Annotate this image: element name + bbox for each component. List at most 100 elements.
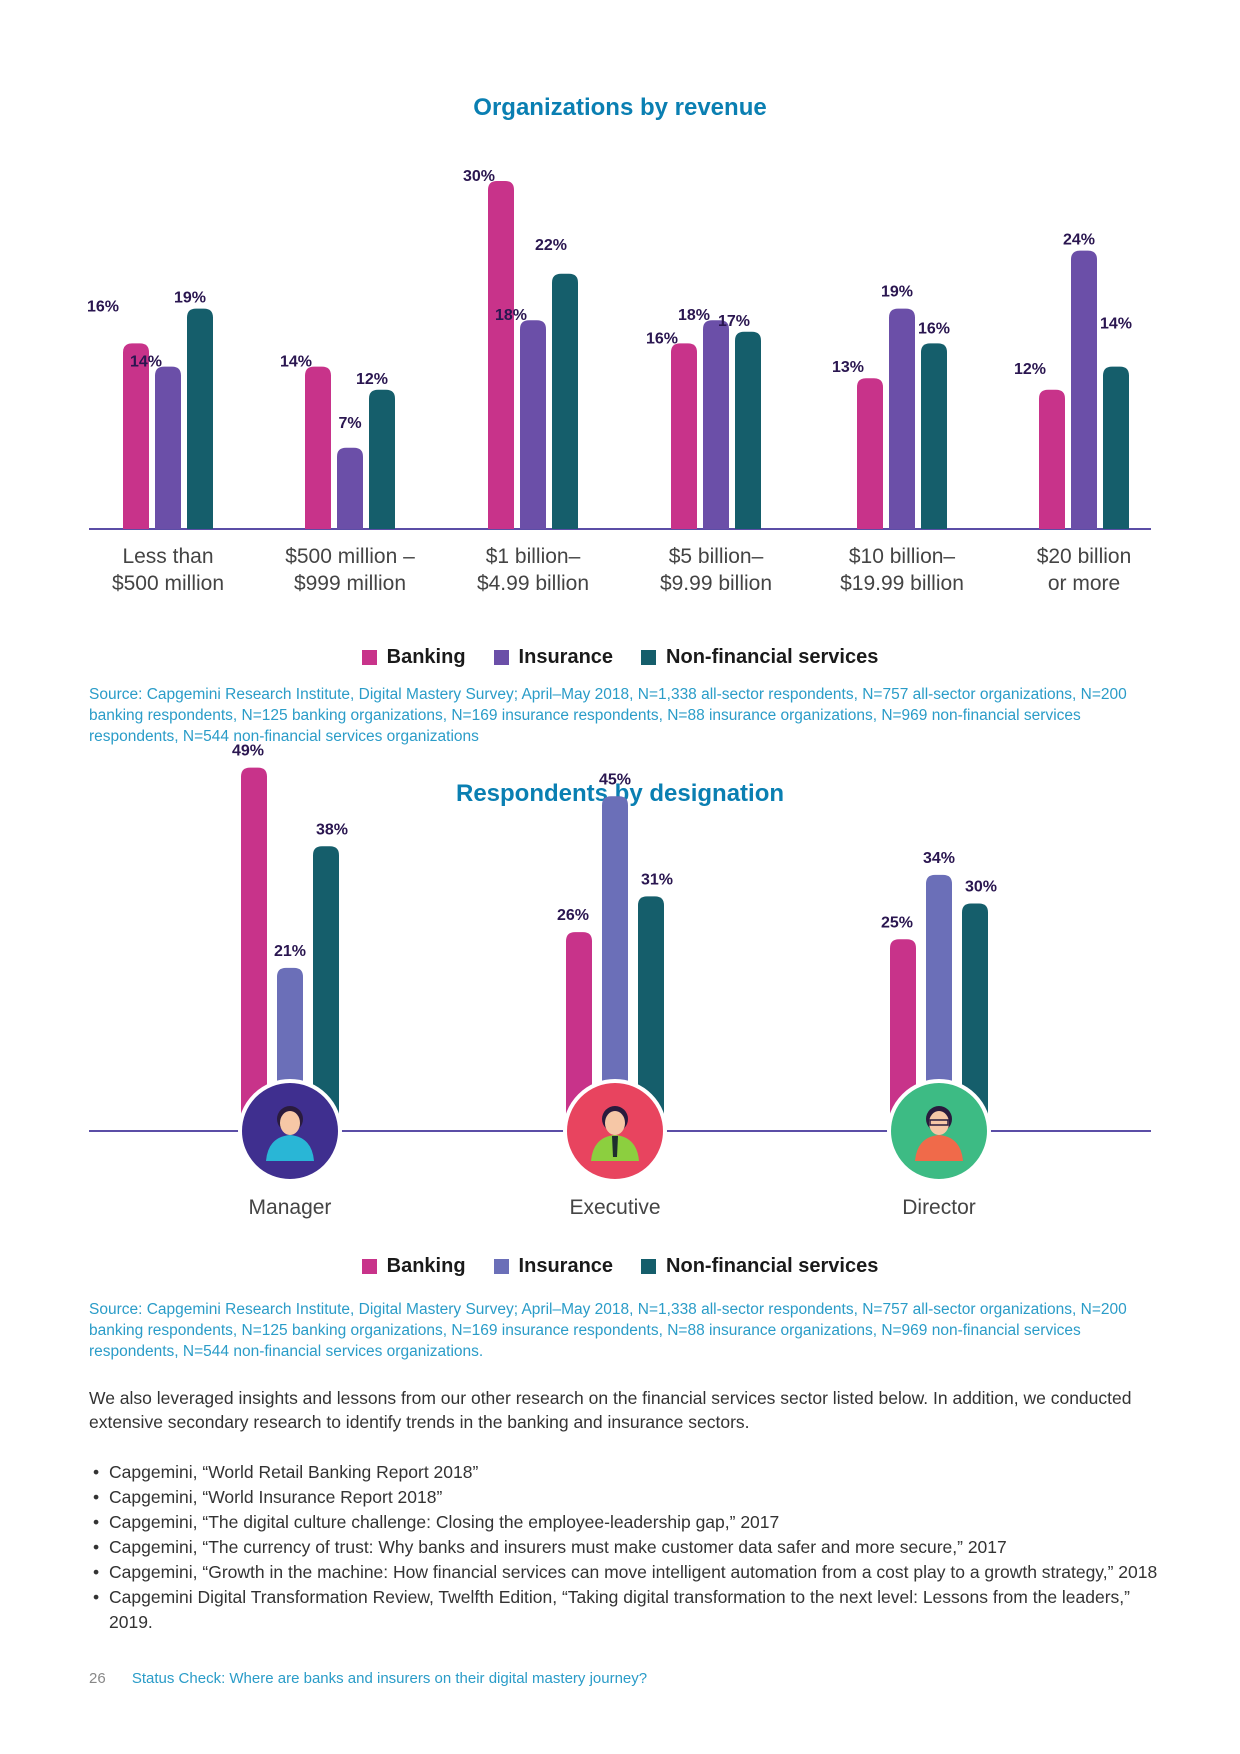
legend2-insurance-swatch xyxy=(493,1259,509,1274)
bar-nonfin xyxy=(369,389,395,529)
bar-value-label: 12% xyxy=(356,371,388,388)
bar-banking xyxy=(1039,389,1065,529)
category-label: $19.99 billion xyxy=(840,572,964,595)
avatar-body xyxy=(915,1135,963,1161)
bar-value-label: 19% xyxy=(174,290,206,307)
bar-insurance xyxy=(703,320,729,529)
executive-avatar-icon xyxy=(563,1079,667,1183)
reference-item: Capgemini, “Growth in the machine: How f… xyxy=(89,1560,1169,1585)
legend-insurance-swatch xyxy=(493,650,509,665)
legend2-banking: Banking xyxy=(361,1255,466,1278)
manager-avatar-icon xyxy=(238,1079,342,1183)
bar-value-label: 12% xyxy=(1014,361,1046,378)
bar-value-label: 38% xyxy=(316,821,348,838)
bar-value-label: 16% xyxy=(87,298,119,315)
legend-banking-swatch xyxy=(361,650,377,665)
bar-value-label: 19% xyxy=(881,284,913,301)
category-label: $500 million xyxy=(112,572,224,595)
legend-insurance: Insurance xyxy=(493,646,614,669)
bar-nonfin xyxy=(313,846,339,1118)
bar-insurance xyxy=(337,447,363,529)
category-label: $5 billion– xyxy=(669,545,764,568)
avatar-face xyxy=(280,1111,300,1135)
reference-item: Capgemini Digital Transformation Review,… xyxy=(89,1585,1169,1635)
category-label: $500 million – xyxy=(285,545,415,568)
legend2-nonfin-swatch xyxy=(641,1259,657,1274)
category-label: Executive xyxy=(569,1196,660,1219)
category-label: Less than xyxy=(122,545,213,568)
bar-value-label: 16% xyxy=(646,330,678,347)
bar-insurance xyxy=(1071,250,1097,529)
bar-value-label: 31% xyxy=(641,871,673,888)
category-label: Director xyxy=(902,1196,976,1219)
bar-insurance xyxy=(602,796,628,1118)
category-label: or more xyxy=(1048,572,1120,595)
category-label: $4.99 billion xyxy=(477,572,589,595)
bar-value-label: 24% xyxy=(1063,232,1095,249)
avatar-tie xyxy=(612,1136,618,1157)
legend2-banking-swatch xyxy=(361,1259,377,1274)
reference-item: Capgemini, “World Insurance Report 2018” xyxy=(89,1485,1169,1510)
legend2-insurance-label: Insurance xyxy=(518,1255,614,1277)
avatar-body xyxy=(266,1135,314,1161)
reference-item: Capgemini, “The currency of trust: Why b… xyxy=(89,1535,1169,1560)
bar-banking xyxy=(488,181,514,529)
intro-paragraph: We also leveraged insights and lessons f… xyxy=(89,1388,1132,1432)
avatar-face xyxy=(605,1111,625,1135)
avatar-face xyxy=(929,1111,949,1135)
bar-value-label: 49% xyxy=(232,743,264,760)
bar-value-label: 17% xyxy=(718,313,750,330)
bar-banking xyxy=(241,767,267,1118)
bar-value-label: 18% xyxy=(678,307,710,324)
chart2-legend: Banking Insurance Non-financial services xyxy=(0,1255,1240,1278)
bar-value-label: 7% xyxy=(338,415,361,432)
bar-value-label: 34% xyxy=(923,850,955,867)
page-number: 26 xyxy=(89,1670,106,1687)
bar-nonfin xyxy=(735,331,761,529)
legend2-banking-label: Banking xyxy=(386,1255,466,1277)
bar-value-label: 21% xyxy=(274,943,306,960)
bar-nonfin xyxy=(921,343,947,529)
bar-banking xyxy=(305,366,331,529)
category-label: $999 million xyxy=(294,572,406,595)
bar-value-label: 26% xyxy=(557,907,589,924)
bar-nonfin xyxy=(187,308,213,529)
legend-nonfin-label: Non-financial services xyxy=(666,646,879,668)
bar-insurance xyxy=(889,308,915,529)
bar-value-label: 30% xyxy=(463,168,495,185)
legend2-nonfin: Non-financial services xyxy=(641,1255,878,1278)
bar-value-label: 14% xyxy=(280,354,312,371)
legend2-nonfin-label: Non-financial services xyxy=(666,1255,879,1277)
legend-nonfin: Non-financial services xyxy=(641,646,878,669)
bar-banking xyxy=(123,343,149,529)
bar-value-label: 14% xyxy=(130,354,162,371)
bar-value-label: 25% xyxy=(881,914,913,931)
bar-value-label: 45% xyxy=(599,771,631,788)
bar-value-label: 13% xyxy=(832,359,864,376)
reference-item: Capgemini, “World Retail Banking Report … xyxy=(89,1460,1169,1485)
bar-nonfin xyxy=(962,903,988,1118)
legend-banking: Banking xyxy=(361,646,466,669)
bar-banking xyxy=(890,939,916,1118)
bar-insurance xyxy=(926,874,952,1118)
category-label: $9.99 billion xyxy=(660,572,772,595)
bar-nonfin xyxy=(552,273,578,529)
bar-banking xyxy=(857,378,883,529)
footer-title: Status Check: Where are banks and insure… xyxy=(131,1670,648,1687)
category-label: $1 billion– xyxy=(486,545,581,568)
chart1-title: Organizations by revenue xyxy=(473,94,767,121)
avatar-glasses xyxy=(929,1119,949,1126)
category-label: $10 billion– xyxy=(849,545,956,568)
reference-list: Capgemini, “World Retail Banking Report … xyxy=(89,1460,1169,1635)
chart1-legend: Banking Insurance Non-financial services xyxy=(0,646,1240,669)
bar-value-label: 14% xyxy=(1100,316,1132,333)
director-avatar-icon xyxy=(887,1079,991,1183)
legend-insurance-label: Insurance xyxy=(518,646,614,668)
designation-chart: 49% 21% 38% Manager 26% 45% 31% Executive 25% 34%… xyxy=(89,743,1151,1219)
bar-value-label: 16% xyxy=(918,320,950,337)
bar-value-label: 30% xyxy=(965,879,997,896)
bar-banking xyxy=(566,932,592,1118)
bar-insurance xyxy=(155,366,181,529)
page-footer: 26 Status Check: Where are banks and ins… xyxy=(89,1670,647,1687)
legend-banking-label: Banking xyxy=(386,646,466,668)
